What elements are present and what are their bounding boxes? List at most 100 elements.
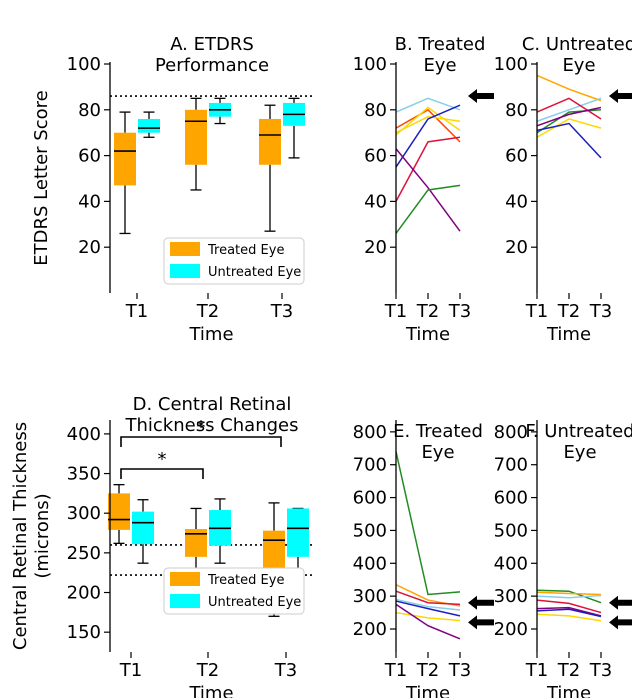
y-tick-label-D: 400	[67, 424, 101, 445]
box-untreated-D	[132, 511, 154, 545]
legend-swatch-treated	[170, 572, 200, 586]
x-tick-label-A: T1	[125, 301, 148, 322]
y-tick-label-C: 40	[505, 191, 528, 212]
x-tick-label-B: T2	[416, 301, 439, 322]
subject-line-E	[395, 603, 461, 640]
box-treated-D	[263, 530, 285, 568]
x-tick-label-D: T2	[196, 660, 219, 681]
x-tick-label-D: T1	[119, 660, 142, 681]
legend-label-untreated: Untreated Eye	[208, 595, 301, 610]
box-treated-A	[185, 109, 207, 165]
subject-line-B	[395, 184, 461, 234]
y-tick-label-F: 500	[494, 520, 528, 541]
y-tick-label-D: 300	[67, 503, 101, 524]
x-axis-label-C: Time	[546, 324, 591, 345]
y-tick-label-F: 700	[494, 455, 528, 476]
subject-line-C	[536, 106, 602, 127]
box-treated-D	[108, 493, 130, 530]
subject-line-B	[395, 97, 461, 113]
panel-title-D-line2: Thickness Changes	[125, 415, 299, 436]
significance-bracket	[120, 436, 282, 447]
subject-line-E	[395, 590, 461, 606]
panel-title-B-line1: B. Treated	[395, 34, 486, 55]
subject-line-F	[536, 591, 602, 596]
x-axis-label-B: Time	[405, 324, 450, 345]
x-tick-label-E: T3	[448, 660, 471, 681]
y-tick-label-C: 100	[494, 54, 528, 75]
panel-title-F-line1: F. Untreated	[525, 421, 632, 442]
y-tick-label-A: 80	[78, 100, 101, 121]
box-untreated-D	[287, 508, 309, 557]
x-tick-label-A: T3	[270, 301, 293, 322]
y-tick-label-B: 80	[364, 100, 387, 121]
x-tick-label-F: T2	[557, 660, 580, 681]
legend-swatch-untreated	[170, 264, 200, 278]
x-tick-label-B: T1	[384, 301, 407, 322]
x-axis-label-A: Time	[188, 324, 233, 345]
arrow-marker-E	[468, 595, 494, 610]
panel-title-B-line2: Eye	[423, 55, 456, 76]
subject-line-F	[536, 599, 602, 614]
box-treated-D	[185, 529, 207, 557]
x-tick-label-F: T1	[525, 660, 548, 681]
arrow-marker-F	[609, 615, 632, 630]
panel-title-E-line2: Eye	[421, 442, 454, 463]
arrow-marker-C	[609, 89, 632, 104]
box-treated-A	[114, 132, 136, 186]
y-tick-label-C: 60	[505, 146, 528, 167]
x-tick-label-F: T3	[589, 660, 612, 681]
y-tick-label-D: 250	[67, 543, 101, 564]
box-treated-A	[259, 118, 281, 165]
subject-line-E	[395, 451, 461, 596]
subject-line-C	[536, 97, 602, 122]
y-axis-label-A: ETDRS Letter Score	[31, 90, 52, 265]
y-tick-label-E: 300	[353, 586, 387, 607]
y-tick-label-C: 20	[505, 237, 528, 258]
subject-line-F	[536, 613, 602, 622]
panel-title-A-line2: Performance	[155, 55, 269, 76]
y-tick-label-A: 100	[67, 54, 101, 75]
subject-line-F	[536, 608, 602, 618]
x-axis-label-F: Time	[546, 683, 591, 698]
y-tick-label-F: 300	[494, 586, 528, 607]
legend-swatch-untreated	[170, 594, 200, 608]
legend-label-treated: Treated Eye	[207, 573, 284, 588]
subject-line-C	[536, 118, 602, 138]
panel-title-E-line1: E. Treated	[393, 421, 483, 442]
subject-line-F	[536, 594, 602, 599]
y-tick-label-A: 20	[78, 237, 101, 258]
y-tick-label-E: 400	[353, 553, 387, 574]
y-tick-label-F: 800	[494, 422, 528, 443]
y-axis-label-D-line2: (microns)	[32, 493, 53, 578]
subject-line-C	[536, 74, 602, 102]
y-tick-label-F: 200	[494, 619, 528, 640]
legend-swatch-treated	[170, 242, 200, 256]
panel-title-A-line1: A. ETDRS	[170, 34, 254, 55]
panel-title-C-line2: Eye	[562, 55, 595, 76]
significance-star: *	[158, 449, 167, 470]
y-tick-label-E: 600	[353, 488, 387, 509]
arrow-marker-B	[468, 89, 494, 104]
y-tick-label-E: 200	[353, 619, 387, 640]
significance-star: *	[197, 417, 206, 438]
x-axis-label-D: Time	[188, 683, 233, 698]
legend-label-untreated: Untreated Eye	[208, 265, 301, 280]
x-tick-label-C: T3	[589, 301, 612, 322]
subject-line-C	[536, 97, 602, 120]
y-axis-label-D-line1: Central Retinal Thickness	[10, 422, 31, 650]
x-axis-label-E: Time	[405, 683, 450, 698]
y-tick-label-E: 500	[353, 520, 387, 541]
significance-bracket	[120, 468, 204, 479]
y-tick-label-A: 40	[78, 191, 101, 212]
subject-line-B	[395, 106, 461, 136]
panel-title-C-line1: C. Untreated	[522, 34, 632, 55]
subject-line-B	[395, 108, 461, 143]
legend-label-treated: Treated Eye	[207, 243, 284, 258]
panel-title-F-line2: Eye	[563, 442, 596, 463]
arrow-marker-F	[609, 595, 632, 610]
x-tick-label-A: T2	[196, 301, 219, 322]
panel-title-D-line1: D. Central Retinal	[133, 394, 292, 415]
x-tick-label-D: T3	[274, 660, 297, 681]
y-tick-label-F: 400	[494, 553, 528, 574]
x-tick-label-C: T1	[525, 301, 548, 322]
